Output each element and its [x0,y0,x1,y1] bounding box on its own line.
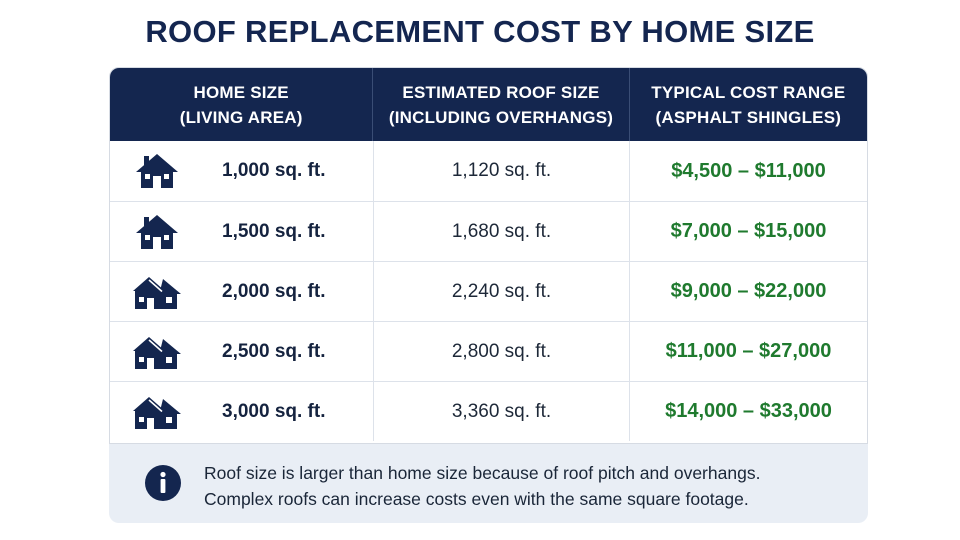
house-large-icon [133,336,181,369]
table-body: 1,000 sq. ft. 1,120 sq. ft. $4,500 – $11… [110,141,867,441]
info-note: Roof size is larger than home size becau… [109,444,868,523]
cost-range-cell: $11,000 – $27,000 [629,322,867,381]
page-title: ROOF REPLACEMENT COST BY HOME SIZE [145,14,815,49]
roof-size-cell: 2,240 sq. ft. [373,262,629,321]
roof-size-cell: 1,120 sq. ft. [373,141,629,201]
home-size-value: 1,000 sq. ft. [222,160,326,181]
home-size-value: 2,000 sq. ft. [222,280,326,302]
column-header-roof-size: ESTIMATED ROOF SIZE (INCLUDING OVERHANGS… [372,68,628,141]
table-row: 2,000 sq. ft. 2,240 sq. ft. $9,000 – $22… [110,261,867,321]
column-header-home-size: HOME SIZE (LIVING AREA) [110,68,372,141]
home-size-value: 2,500 sq. ft. [222,340,326,362]
column-header-subline: (INCLUDING OVERHANGS) [388,107,614,127]
note-text: Roof size is larger than home size becau… [204,460,848,512]
info-icon [145,465,181,501]
column-header-subline: (ASPHALT SHINGLES) [655,107,842,127]
cost-range-cell: $9,000 – $22,000 [629,262,867,321]
table-row: 3,000 sq. ft. 3,360 sq. ft. $14,000 – $3… [110,381,867,441]
column-header-line: HOME SIZE [193,82,289,102]
column-header-cost-range: TYPICAL COST RANGE (ASPHALT SHINGLES) [628,68,867,141]
home-size-cell: 2,500 sq. ft. [110,322,373,381]
house-large-icon [133,276,181,309]
roof-size-cell: 3,360 sq. ft. [373,382,629,441]
home-size-value: 3,000 sq. ft. [222,400,326,422]
cost-table: HOME SIZE (LIVING AREA) ESTIMATED ROOF S… [109,67,868,444]
note-line: Roof size is larger than home size becau… [204,463,761,483]
cost-range-cell: $14,000 – $33,000 [629,382,867,441]
table-row: 1,000 sq. ft. 1,120 sq. ft. $4,500 – $11… [110,141,867,201]
table-header: HOME SIZE (LIVING AREA) ESTIMATED ROOF S… [110,68,867,141]
column-header-subline: (LIVING AREA) [179,107,303,127]
house-large-icon [133,396,181,429]
house-small-icon [136,214,178,249]
roof-size-cell: 1,680 sq. ft. [373,202,629,261]
home-size-cell: 1,000 sq. ft. [110,141,373,201]
cost-range-cell: $4,500 – $11,000 [629,141,867,201]
cost-range-cell: $7,000 – $15,000 [629,202,867,261]
home-size-cell: 2,000 sq. ft. [110,262,373,321]
column-header-line: ESTIMATED ROOF SIZE [402,82,600,102]
home-size-cell: 3,000 sq. ft. [110,382,373,441]
home-size-value: 1,500 sq. ft. [222,220,326,242]
house-small-icon [136,154,178,188]
home-size-cell: 1,500 sq. ft. [110,202,373,261]
table-row: 1,500 sq. ft. 1,680 sq. ft. $7,000 – $15… [110,201,867,261]
roof-size-cell: 2,800 sq. ft. [373,322,629,381]
note-line: Complex roofs can increase costs even wi… [204,489,749,509]
table-row: 2,500 sq. ft. 2,800 sq. ft. $11,000 – $2… [110,321,867,381]
column-header-line: TYPICAL COST RANGE [651,82,846,102]
